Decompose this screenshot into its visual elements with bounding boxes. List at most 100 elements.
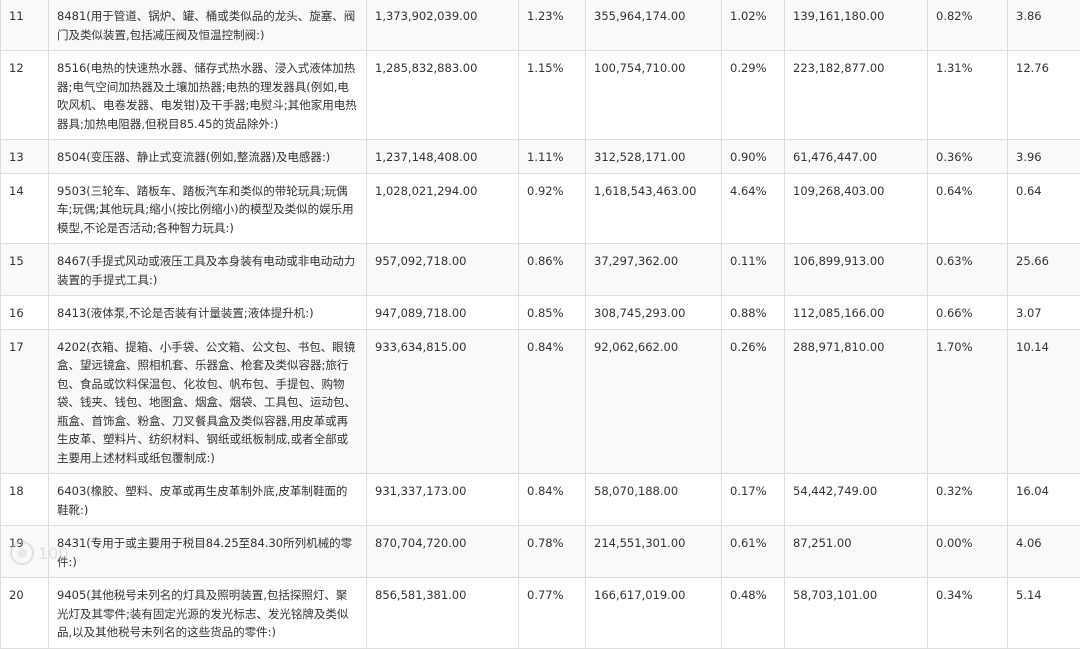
share-cell-3: 0.34%	[928, 578, 1008, 649]
value-cell-2: 100,754,710.00	[586, 51, 722, 140]
value-cell-3: 112,085,166.00	[785, 296, 928, 330]
ratio-cell: 3.96	[1008, 140, 1080, 174]
value-cell-3: 139,161,180.00	[785, 0, 928, 51]
value-cell-2: 355,964,174.00	[586, 0, 722, 51]
share-cell-1: 0.78%	[519, 526, 586, 578]
rank-cell: 12	[1, 51, 49, 140]
share-cell-3: 0.00%	[928, 526, 1008, 578]
share-cell-1: 1.23%	[519, 0, 586, 51]
value-cell-1: 1,028,021,294.00	[367, 173, 519, 244]
share-cell-2: 0.29%	[722, 51, 785, 140]
description-cell: 8516(电热的快速热水器、储存式热水器、浸入式液体加热器;电气空间加热器及土壤…	[49, 51, 367, 140]
rank-cell: 13	[1, 140, 49, 174]
share-cell-3: 0.64%	[928, 173, 1008, 244]
share-cell-2: 0.48%	[722, 578, 785, 649]
share-cell-2: 4.64%	[722, 173, 785, 244]
share-cell-2: 0.90%	[722, 140, 785, 174]
value-cell-2: 166,617,019.00	[586, 578, 722, 649]
description-cell: 9503(三轮车、踏板车、踏板汽车和类似的带轮玩具;玩偶车;玩偶;其他玩具;缩小…	[49, 173, 367, 244]
ratio-cell: 10.14	[1008, 329, 1080, 474]
rank-cell: 18	[1, 474, 49, 526]
description-cell: 8413(液体泵,不论是否装有计量装置;液体提升机:)	[49, 296, 367, 330]
value-cell-1: 957,092,718.00	[367, 244, 519, 296]
value-cell-3: 106,899,913.00	[785, 244, 928, 296]
value-cell-3: 54,442,749.00	[785, 474, 928, 526]
description-cell: 8431(专用于或主要用于税目84.25至84.30所列机械的零件:)	[49, 526, 367, 578]
value-cell-1: 1,285,832,883.00	[367, 51, 519, 140]
value-cell-3: 58,703,101.00	[785, 578, 928, 649]
value-cell-1: 1,373,902,039.00	[367, 0, 519, 51]
ratio-cell: 25.66	[1008, 244, 1080, 296]
ratio-cell: 0.64	[1008, 173, 1080, 244]
share-cell-1: 0.77%	[519, 578, 586, 649]
share-cell-1: 0.86%	[519, 244, 586, 296]
description-cell: 8467(手提式风动或液压工具及本身装有电动或非电动动力装置的手提式工具:)	[49, 244, 367, 296]
value-cell-2: 312,528,171.00	[586, 140, 722, 174]
share-cell-1: 1.11%	[519, 140, 586, 174]
description-cell: 4202(衣箱、提箱、小手袋、公文箱、公文包、书包、眼镜盒、望远镜盒、照相机套、…	[49, 329, 367, 474]
rank-cell: 15	[1, 244, 49, 296]
value-cell-1: 1,237,148,408.00	[367, 140, 519, 174]
share-cell-3: 0.32%	[928, 474, 1008, 526]
share-cell-1: 1.15%	[519, 51, 586, 140]
share-cell-2: 0.11%	[722, 244, 785, 296]
value-cell-1: 870,704,720.00	[367, 526, 519, 578]
share-cell-1: 0.84%	[519, 474, 586, 526]
value-cell-3: 87,251.00	[785, 526, 928, 578]
share-cell-3: 0.36%	[928, 140, 1008, 174]
share-cell-2: 0.88%	[722, 296, 785, 330]
value-cell-2: 58,070,188.00	[586, 474, 722, 526]
share-cell-1: 0.92%	[519, 173, 586, 244]
value-cell-1: 856,581,381.00	[367, 578, 519, 649]
rank-cell: 19	[1, 526, 49, 578]
rank-cell: 11	[1, 0, 49, 51]
share-cell-2: 1.02%	[722, 0, 785, 51]
share-cell-3: 0.66%	[928, 296, 1008, 330]
ratio-cell: 3.07	[1008, 296, 1080, 330]
rank-cell: 16	[1, 296, 49, 330]
value-cell-2: 1,618,543,463.00	[586, 173, 722, 244]
value-cell-2: 308,745,293.00	[586, 296, 722, 330]
ratio-cell: 16.04	[1008, 474, 1080, 526]
share-cell-3: 1.70%	[928, 329, 1008, 474]
value-cell-3: 223,182,877.00	[785, 51, 928, 140]
description-cell: 8481(用于管道、锅炉、罐、桶或类似品的龙头、旋塞、阀门及类似装置,包括减压阀…	[49, 0, 367, 51]
value-cell-3: 288,971,810.00	[785, 329, 928, 474]
value-cell-3: 109,268,403.00	[785, 173, 928, 244]
share-cell-2: 0.17%	[722, 474, 785, 526]
value-cell-1: 933,634,815.00	[367, 329, 519, 474]
value-cell-1: 947,089,718.00	[367, 296, 519, 330]
share-cell-2: 0.61%	[722, 526, 785, 578]
value-cell-2: 92,062,662.00	[586, 329, 722, 474]
share-cell-3: 0.63%	[928, 244, 1008, 296]
ratio-cell: 3.86	[1008, 0, 1080, 51]
ratio-cell: 12.76	[1008, 51, 1080, 140]
ratio-cell: 4.06	[1008, 526, 1080, 578]
description-cell: 6403(橡胶、塑料、皮革或再生皮革制外底,皮革制鞋面的鞋靴:)	[49, 474, 367, 526]
share-cell-1: 0.84%	[519, 329, 586, 474]
ratio-cell: 5.14	[1008, 578, 1080, 649]
value-cell-3: 61,476,447.00	[785, 140, 928, 174]
description-cell: 8504(变压器、静止式变流器(例如,整流器)及电感器:)	[49, 140, 367, 174]
rank-cell: 17	[1, 329, 49, 474]
rank-cell: 20	[1, 578, 49, 649]
value-cell-1: 931,337,173.00	[367, 474, 519, 526]
share-cell-3: 1.31%	[928, 51, 1008, 140]
value-cell-2: 214,551,301.00	[586, 526, 722, 578]
value-cell-2: 37,297,362.00	[586, 244, 722, 296]
share-cell-1: 0.85%	[519, 296, 586, 330]
share-cell-3: 0.82%	[928, 0, 1008, 51]
rank-cell: 14	[1, 173, 49, 244]
